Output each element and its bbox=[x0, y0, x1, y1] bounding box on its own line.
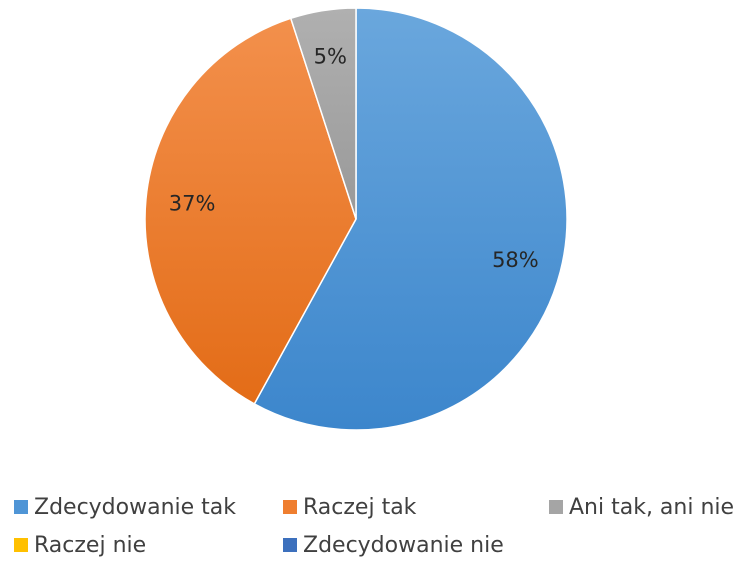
slice-data-label: 37% bbox=[169, 192, 216, 216]
legend-label: Raczej tak bbox=[303, 494, 417, 520]
legend-item: Zdecydowanie tak bbox=[14, 492, 236, 522]
legend-swatch bbox=[283, 538, 297, 552]
chart-area: 58% 37% 5% bbox=[144, 7, 568, 431]
slice-data-label: 58% bbox=[492, 248, 539, 272]
legend-item: Raczej nie bbox=[14, 530, 146, 560]
pie-slice-ani-tak-ani-nie bbox=[289, 7, 357, 220]
legend-label: Zdecydowanie nie bbox=[303, 532, 504, 558]
legend-label: Ani tak, ani nie bbox=[569, 494, 735, 520]
chart-legend: Zdecydowanie tak Raczej tak Ani tak, ani… bbox=[0, 492, 741, 569]
slice-data-label: 5% bbox=[314, 44, 347, 68]
legend-label: Zdecydowanie tak bbox=[34, 494, 237, 520]
legend-item: Ani tak, ani nie bbox=[549, 492, 734, 522]
legend-item: Raczej tak bbox=[283, 492, 416, 522]
legend-item: Zdecydowanie nie bbox=[283, 530, 504, 560]
legend-swatch bbox=[283, 500, 297, 514]
pie-slice-zdecydowanie-tak bbox=[253, 7, 568, 431]
legend-swatch bbox=[14, 538, 28, 552]
legend-swatch bbox=[14, 500, 28, 514]
legend-swatch bbox=[549, 500, 563, 514]
legend-label: Raczej nie bbox=[34, 532, 147, 558]
pie-slice-raczej-tak bbox=[144, 17, 357, 405]
pie-chart: 58% 37% 5% bbox=[144, 7, 568, 431]
